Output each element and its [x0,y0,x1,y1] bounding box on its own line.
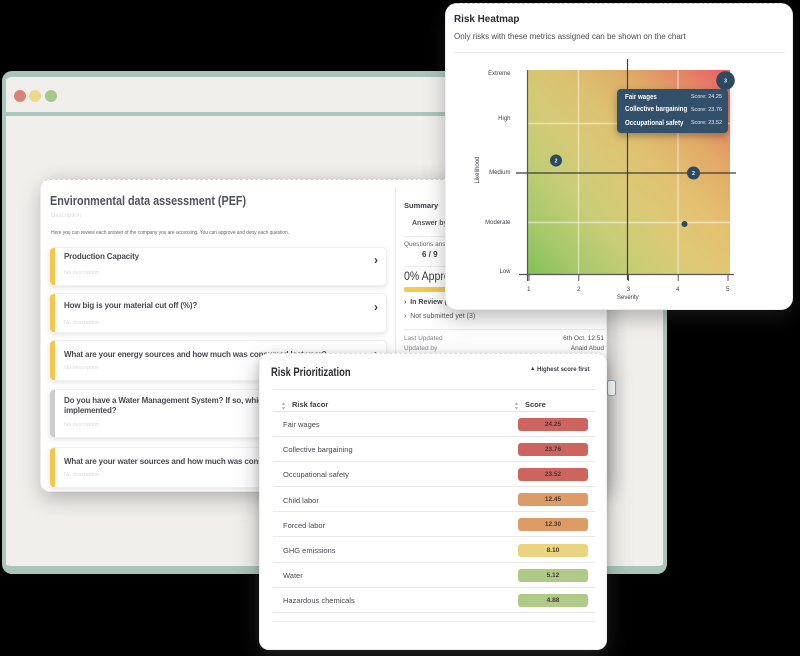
svg-text:3: 3 [724,79,727,85]
svg-text:2: 2 [555,159,558,165]
svg-text:2: 2 [692,171,695,177]
